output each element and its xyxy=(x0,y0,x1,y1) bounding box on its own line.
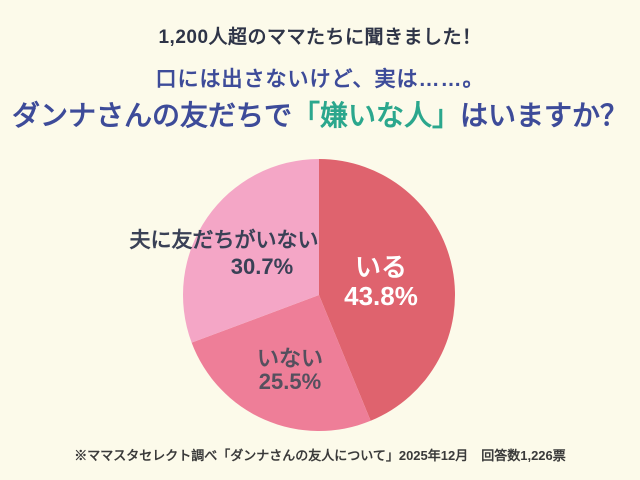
pie-slice-2 xyxy=(183,159,319,343)
pie-label-no-friends-pct: 30.7% xyxy=(230,254,294,279)
pie-label-inai-pct: 25.5% xyxy=(258,369,322,394)
pie-slice-0 xyxy=(319,159,455,421)
question-suffix: はいますか？ xyxy=(460,100,629,131)
pie-label-iru: いる 43.8% xyxy=(311,253,451,311)
pie-label-no-friends-name: 夫に友だちがいない xyxy=(129,229,319,252)
pie-chart xyxy=(183,159,455,431)
pie-label-inai-name: いない xyxy=(256,346,323,371)
pie-label-iru-pct: 43.8% xyxy=(344,281,418,311)
pie-label-iru-name: いる xyxy=(354,252,407,282)
pie-label-inai: いない 25.5% xyxy=(225,347,355,393)
pie-slice-1 xyxy=(191,295,371,431)
question-highlight: 「嫌いな人」 xyxy=(291,100,460,131)
question-prefix: ダンナさんの友だちで xyxy=(11,100,292,131)
source-note: ※ママスタセレクト調べ「ダンナさんの友人について」2025年12月 回答数1,2… xyxy=(74,448,566,463)
survey-subtitle: 口には出さないけど、実は……。 xyxy=(155,68,485,91)
survey-question-title: ダンナさんの友だちで「嫌いな人」はいますか？ xyxy=(0,99,640,133)
survey-intro-title: 1,200人超のママたちに聞きました！ xyxy=(158,27,482,48)
